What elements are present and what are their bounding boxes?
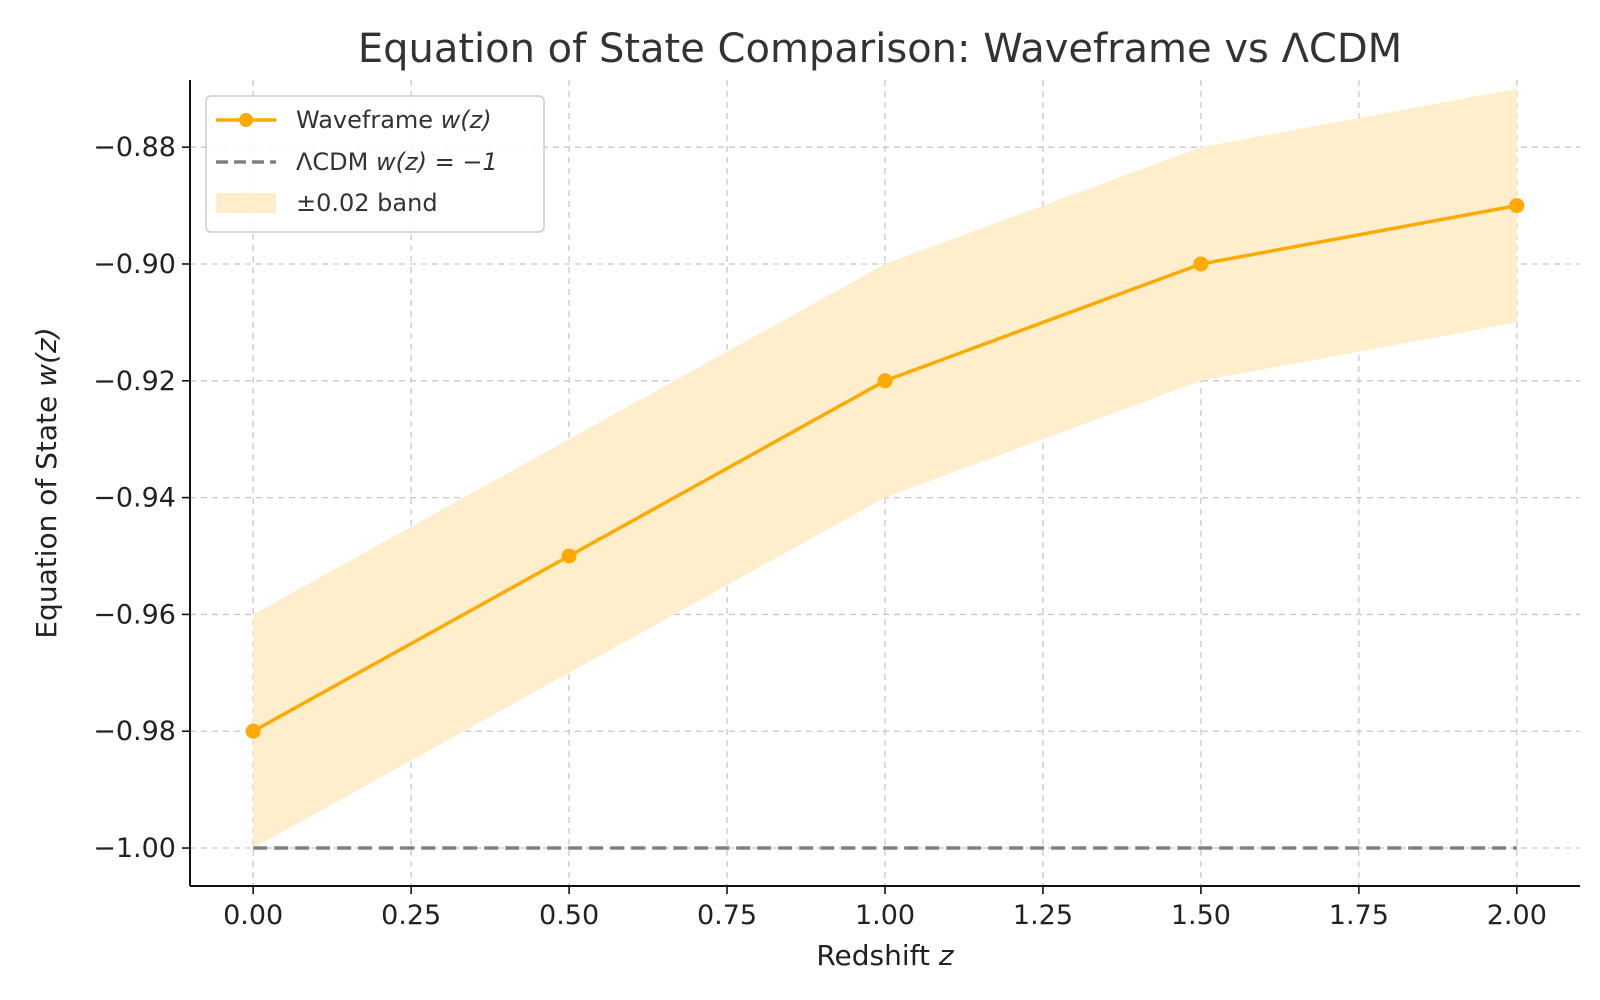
x-tick-label: 1.50	[1171, 900, 1231, 931]
x-tick-label: 1.00	[855, 900, 915, 931]
x-tick-label: 0.75	[697, 900, 757, 931]
legend-label-lcdm: ΛCDM w(z) = −1	[296, 148, 498, 176]
x-tick-label: 0.50	[539, 900, 599, 931]
y-tick-label: −1.00	[93, 833, 176, 864]
series-waveframe-point	[245, 723, 261, 739]
y-tick-label: −0.98	[93, 716, 176, 747]
legend-marker-waveframe	[239, 113, 253, 127]
series-waveframe-point	[1509, 198, 1525, 214]
legend-frame	[205, 95, 545, 233]
tick-layer: 0.00 0.25 0.50 0.75 1.00 1.25 1.50 1.75 2.00 −1.0…	[93, 132, 1547, 931]
y-tick-label: −0.88	[93, 132, 176, 163]
x-axis-label-var: z	[938, 939, 955, 972]
legend-label-band: ±0.02 band	[296, 189, 438, 217]
legend-label-waveframe: Waveframe w(z)	[296, 106, 492, 134]
band-area	[253, 88, 1517, 849]
legend-swatch-band	[216, 193, 276, 213]
y-axis-label: Equation of State w(z)	[30, 327, 63, 638]
x-tick-label: 1.75	[1329, 900, 1389, 931]
x-tick-label: 0.25	[381, 900, 441, 931]
x-tick-label: 0.00	[223, 900, 283, 931]
y-tick-label: −0.92	[93, 366, 176, 397]
y-tick-label: −0.94	[93, 483, 176, 514]
series-waveframe-point	[877, 373, 893, 389]
chart-title: Equation of State Comparison: Waveframe …	[358, 26, 1402, 72]
x-tick-label: 2.00	[1487, 900, 1547, 931]
x-axis-label: Redshift z	[816, 939, 955, 972]
x-tick-label: 1.25	[1013, 900, 1073, 931]
series-waveframe-point	[1193, 256, 1209, 272]
series-waveframe-point	[561, 548, 577, 564]
y-tick-label: −0.90	[93, 249, 176, 280]
line-layer	[245, 198, 1525, 850]
band-layer	[253, 88, 1517, 849]
y-axis-label-var: w(z)	[30, 327, 63, 386]
legend: Waveframe w(z) ΛCDM w(z) = −1 ±0.02 band	[205, 95, 545, 233]
y-tick-label: −0.96	[93, 599, 176, 630]
